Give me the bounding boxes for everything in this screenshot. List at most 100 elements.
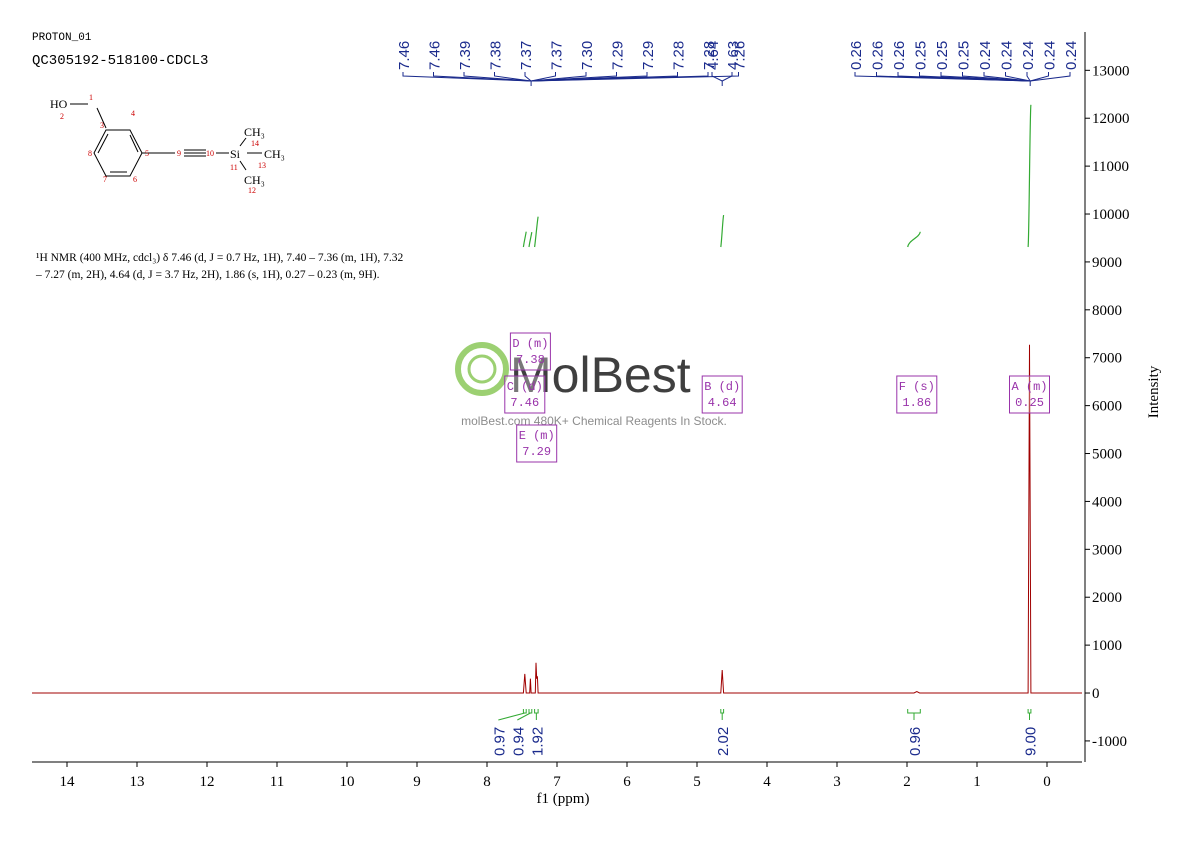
multiplet-name: B (d) <box>704 380 740 394</box>
watermark-tagline: molBest.com 480K+ Chemical Reagents In S… <box>461 414 727 428</box>
integral-bracket <box>907 709 921 720</box>
peak-label: 7.37 <box>518 41 535 70</box>
x-tick-label: 13 <box>130 774 145 790</box>
integral-label: 0.94 <box>510 727 527 756</box>
multiplet-shift: 7.38 <box>516 353 545 367</box>
x-tick-label: 2 <box>903 774 911 790</box>
peak-label: 7.46 <box>396 41 413 70</box>
atom: 5 <box>145 149 149 158</box>
peak-label: 4.63 <box>725 41 742 70</box>
structure <box>70 103 262 177</box>
peak-label: 0.25 <box>913 41 930 70</box>
peak-label-leader <box>1005 72 1031 82</box>
atom: 10 <box>206 149 214 158</box>
atom: HO <box>50 97 68 111</box>
integral-curve <box>907 231 921 248</box>
integral-bracket <box>720 709 725 720</box>
x-tick-label: 0 <box>1043 774 1051 790</box>
peak-label: 7.37 <box>549 41 566 70</box>
integral-bracket <box>517 709 533 721</box>
y-tick-label: 11000 <box>1092 159 1129 175</box>
atom: 7 <box>103 175 107 184</box>
peak-label: 0.26 <box>848 41 865 70</box>
peak-label: 7.28 <box>701 41 718 70</box>
multiplet-shift: 7.29 <box>522 445 551 459</box>
multiplet-box <box>1009 375 1050 414</box>
integral-label: 2.02 <box>715 727 732 756</box>
atom: 6 <box>133 175 137 184</box>
multiplet-shift: 4.64 <box>708 396 737 410</box>
y-tick-label: 1000 <box>1092 638 1122 654</box>
peak-label: 7.29 <box>640 41 657 70</box>
peak-label-leader <box>524 72 532 82</box>
peak-label: 0.24 <box>999 41 1016 70</box>
multiplet-box <box>509 332 551 371</box>
y-tick-label: -1000 <box>1092 734 1127 750</box>
peak-label-leader <box>494 72 532 82</box>
y-tick-label: 8000 <box>1092 303 1122 319</box>
peak-label: 0.26 <box>891 41 908 70</box>
peak-label-leader <box>962 72 1031 82</box>
multiplet-name: D (m) <box>512 337 548 351</box>
peak-label-leader <box>1030 72 1071 82</box>
watermark: MolBest molBest.com 480K+ Chemical Reage… <box>455 342 727 428</box>
multiplet-box <box>701 375 743 414</box>
x-tick-label: 3 <box>833 774 841 790</box>
atom: 2 <box>60 112 64 121</box>
peak-label: 7.46 <box>427 41 444 70</box>
peak-label-leader <box>531 72 739 82</box>
peak-label: 0.24 <box>1020 41 1037 70</box>
peak-label-leader <box>531 72 587 82</box>
watermark-brand: MolBest <box>510 347 691 403</box>
peak-label-leader <box>1030 72 1049 82</box>
atom: 9 <box>177 149 181 158</box>
peak-label: 0.24 <box>1042 41 1059 70</box>
multiplet-shift: 7.46 <box>510 396 539 410</box>
peak-label: 7.26 <box>732 41 749 70</box>
x-tick-label: 6 <box>623 774 631 790</box>
y-tick-label: 0 <box>1092 686 1100 702</box>
integral-label: 0.97 <box>491 727 508 756</box>
multiplet-box <box>504 375 546 414</box>
x-tick-label: 14 <box>60 774 76 790</box>
y-tick-label: 2000 <box>1092 590 1122 606</box>
peak-label-leader <box>721 72 733 82</box>
x-tick-label: 12 <box>200 774 215 790</box>
atom: CH₃ <box>244 173 265 187</box>
y-tick-label: 4000 <box>1092 494 1122 510</box>
atom: 11 <box>230 163 238 172</box>
peak-label-leader <box>433 72 532 82</box>
structure-labels: HO 1 2 3 4 5 6 7 8 9 10 Si 11 12 13 14 C… <box>50 93 285 195</box>
x-tick-label: 10 <box>340 774 355 790</box>
atom: 8 <box>88 149 92 158</box>
peak-label: 7.29 <box>610 41 627 70</box>
atom: 12 <box>248 186 256 195</box>
x-tick-label: 1 <box>973 774 981 790</box>
peak-label: 0.26 <box>870 41 887 70</box>
peak-label-leader <box>402 72 532 82</box>
atom: CH₃ <box>244 125 265 139</box>
y-tick-label: 3000 <box>1092 542 1122 558</box>
x-tick-label: 7 <box>553 774 561 790</box>
integral-bracket <box>498 709 527 721</box>
integral-curve <box>534 216 539 248</box>
multiplet-name: E (m) <box>519 429 555 443</box>
multiplet-name: A (m) <box>1011 380 1047 394</box>
atom: 4 <box>131 109 135 118</box>
x-tick-label: 8 <box>483 774 491 790</box>
sample-name: QC305192-518100-CDCL3 <box>32 53 208 69</box>
peak-label: 7.39 <box>457 41 474 70</box>
integral-bracket <box>534 709 539 720</box>
integral-label: 1.92 <box>529 727 546 756</box>
integral-curve <box>720 214 725 248</box>
x-axis-title: f1 (ppm) <box>537 791 590 807</box>
integral-curve <box>522 231 527 248</box>
nmr-description: ¹H NMR (400 MHz, cdcl₃) δ 7.46 (d, J = 0… <box>36 252 404 281</box>
x-tick-label: 5 <box>693 774 701 790</box>
y-tick-label: 6000 <box>1092 399 1122 415</box>
atom: 14 <box>251 139 259 148</box>
integral-label: 9.00 <box>1023 727 1040 756</box>
peak-label: 7.30 <box>579 41 596 70</box>
